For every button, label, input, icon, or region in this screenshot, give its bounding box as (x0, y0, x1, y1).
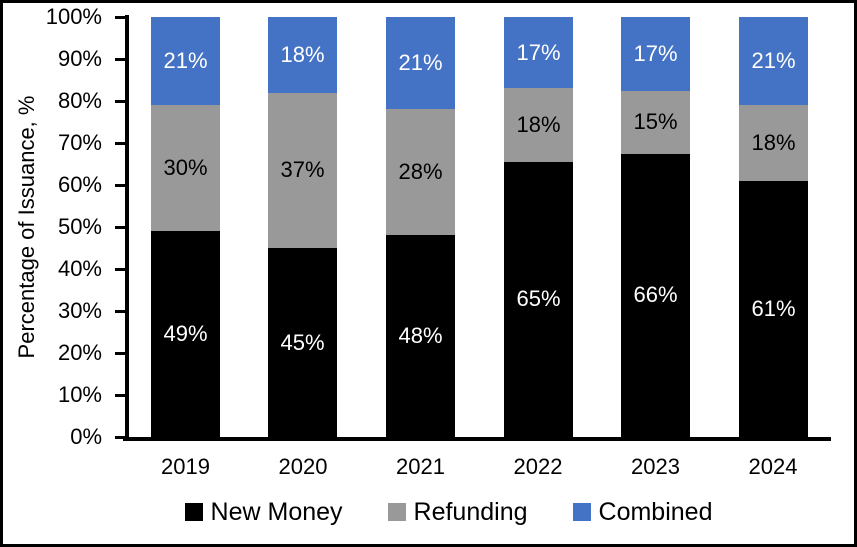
y-tick-mark (115, 16, 125, 19)
bar-segment-new-money-2022: 65% (504, 161, 573, 437)
y-tick-mark (115, 310, 125, 313)
x-category-label-2024: 2024 (748, 454, 798, 479)
legend-label: Combined (598, 497, 713, 526)
y-tick-label: 80% (57, 88, 102, 113)
legend: New Money Refunding Combined (23, 497, 854, 527)
x-category-label-2022: 2022 (513, 454, 563, 479)
bar-segment-refunding-2022: 18% (504, 88, 573, 162)
legend-label: New Money (210, 497, 343, 526)
y-tick-mark (115, 394, 125, 397)
legend-item-new-money: New Money (184, 497, 343, 527)
bar-segment-refunding-2020: 37% (268, 92, 337, 248)
y-tick-mark (115, 226, 125, 229)
segment-data-label: 65% (516, 286, 561, 312)
y-tick-label: 100% (45, 4, 102, 29)
y-tick-label: 60% (57, 172, 102, 197)
bar-segment-refunding-2023: 15% (621, 90, 690, 154)
bar-segment-refunding-2024: 18% (739, 105, 808, 181)
legend-label: Refunding (413, 497, 528, 526)
y-tick-label: 10% (57, 382, 102, 407)
x-category-label-2020: 2020 (278, 454, 328, 479)
bar-segment-combined-2020: 18% (268, 17, 337, 93)
bar-segment-new-money-2024: 61% (739, 180, 808, 437)
bar-segment-new-money-2019: 49% (151, 231, 220, 437)
legend-swatch-icon (572, 503, 591, 521)
y-tick-mark (115, 58, 125, 61)
legend-swatch-icon (184, 503, 203, 521)
bar-segment-combined-2023: 17% (621, 17, 690, 91)
bar-segment-new-money-2023: 66% (621, 153, 690, 437)
segment-data-label: 45% (280, 329, 325, 355)
segment-data-label: 28% (398, 159, 443, 185)
y-tick-label: 40% (57, 256, 102, 281)
y-axis-line (125, 15, 129, 441)
segment-data-label: 17% (516, 39, 561, 65)
y-tick-mark (115, 268, 125, 271)
bar-segment-new-money-2021: 48% (386, 235, 455, 437)
x-axis-line (123, 437, 831, 441)
legend-item-combined: Combined (572, 497, 713, 527)
bar-segment-combined-2021: 21% (386, 17, 455, 110)
bar-segment-new-money-2020: 45% (268, 248, 337, 437)
bar-segment-combined-2024: 21% (739, 17, 808, 106)
y-tick-mark (115, 436, 125, 439)
segment-data-label: 49% (163, 321, 208, 347)
bar-segment-combined-2022: 17% (504, 17, 573, 89)
segment-data-label: 18% (751, 129, 796, 155)
segment-data-label: 30% (163, 155, 208, 181)
x-category-label-2019: 2019 (161, 454, 210, 479)
segment-data-label: 66% (633, 282, 678, 308)
bar-segment-refunding-2019: 30% (151, 105, 220, 232)
legend-item-refunding: Refunding (387, 497, 528, 527)
segment-data-label: 18% (516, 112, 561, 138)
segment-data-label: 21% (398, 50, 443, 76)
legend-swatch-icon (387, 503, 406, 521)
segment-data-label: 37% (280, 157, 325, 183)
x-category-label-2021: 2021 (396, 454, 445, 479)
segment-data-label: 21% (163, 48, 208, 74)
x-category-label-2023: 2023 (631, 454, 680, 479)
bar-segment-combined-2019: 21% (151, 17, 220, 106)
segment-data-label: 18% (280, 41, 325, 67)
bar-segment-refunding-2021: 28% (386, 109, 455, 236)
y-tick-label: 70% (57, 130, 102, 155)
y-tick-label: 20% (57, 340, 102, 365)
y-tick-mark (115, 352, 125, 355)
segment-data-label: 61% (751, 295, 796, 321)
segment-data-label: 15% (633, 109, 678, 134)
y-tick-label: 90% (57, 46, 102, 71)
y-tick-mark (115, 142, 125, 145)
y-tick-mark (115, 100, 125, 103)
y-tick-label: 0% (70, 424, 102, 449)
segment-data-label: 21% (751, 48, 796, 74)
segment-data-label: 48% (398, 323, 443, 349)
segment-data-label: 17% (633, 40, 678, 66)
y-tick-label: 30% (57, 298, 102, 323)
y-tick-label: 50% (57, 214, 102, 239)
y-tick-mark (115, 184, 125, 187)
